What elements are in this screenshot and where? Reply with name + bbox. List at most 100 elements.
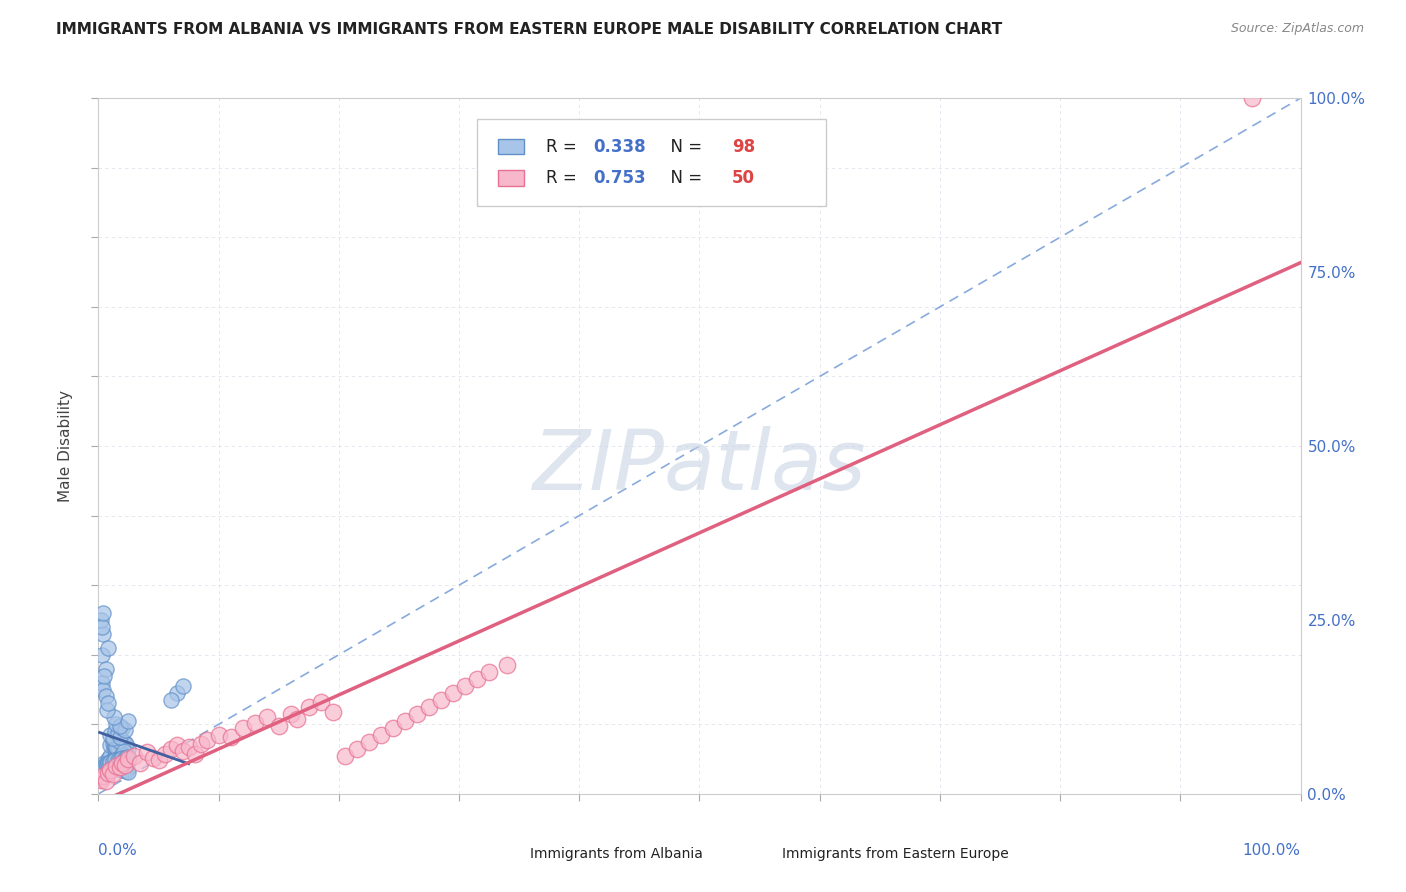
Point xyxy=(94,756,117,771)
Point xyxy=(183,747,205,761)
Point xyxy=(243,715,266,730)
Point xyxy=(117,756,139,771)
Point xyxy=(91,769,114,784)
Point xyxy=(105,761,128,775)
Point xyxy=(1241,91,1264,105)
Point xyxy=(195,732,218,747)
Point xyxy=(418,699,440,714)
Point xyxy=(108,750,131,764)
Y-axis label: Male Disability: Male Disability xyxy=(58,390,73,502)
Text: 0.753: 0.753 xyxy=(593,169,647,187)
Point xyxy=(112,744,135,758)
FancyBboxPatch shape xyxy=(754,847,778,862)
Point xyxy=(172,744,194,758)
Point xyxy=(114,723,136,737)
Point xyxy=(103,760,125,774)
Point xyxy=(110,747,132,761)
Point xyxy=(346,741,368,756)
Text: Immigrants from Albania: Immigrants from Albania xyxy=(530,847,703,862)
Point xyxy=(108,719,131,733)
Point xyxy=(114,738,136,752)
Point xyxy=(117,749,139,764)
Point xyxy=(114,746,136,760)
Text: R =: R = xyxy=(546,138,582,156)
Text: Source: ZipAtlas.com: Source: ZipAtlas.com xyxy=(1230,22,1364,36)
Point xyxy=(103,733,125,747)
Point xyxy=(159,693,181,707)
Point xyxy=(96,758,118,772)
Point xyxy=(107,753,129,767)
Point xyxy=(496,658,519,673)
Point xyxy=(91,648,114,662)
Point xyxy=(93,756,115,770)
Text: IMMIGRANTS FROM ALBANIA VS IMMIGRANTS FROM EASTERN EUROPE MALE DISABILITY CORREL: IMMIGRANTS FROM ALBANIA VS IMMIGRANTS FR… xyxy=(56,22,1002,37)
Point xyxy=(105,757,128,772)
Point xyxy=(108,735,131,749)
Point xyxy=(115,746,138,760)
Point xyxy=(232,721,254,735)
Point xyxy=(103,739,125,754)
Text: N =: N = xyxy=(659,169,707,187)
Point xyxy=(90,613,112,627)
Point xyxy=(108,752,131,766)
Point xyxy=(309,695,332,709)
Point xyxy=(370,728,392,742)
Point xyxy=(111,751,134,765)
Point xyxy=(114,757,136,772)
Point xyxy=(285,712,308,726)
Point xyxy=(166,738,188,752)
Point xyxy=(110,741,132,756)
Point xyxy=(107,737,129,751)
Point xyxy=(104,739,127,753)
Point xyxy=(108,747,131,762)
Point xyxy=(110,763,132,777)
Text: ZIPatlas: ZIPatlas xyxy=(533,426,866,508)
Point xyxy=(100,763,122,777)
Point xyxy=(100,755,122,769)
Point xyxy=(190,737,212,751)
Point xyxy=(101,731,124,746)
Point xyxy=(394,714,416,728)
Point xyxy=(465,672,488,686)
Point xyxy=(111,756,134,770)
Point xyxy=(101,754,124,768)
Point xyxy=(104,724,127,739)
FancyBboxPatch shape xyxy=(498,139,524,154)
Point xyxy=(117,742,139,756)
Point xyxy=(94,662,117,676)
Point xyxy=(97,697,120,711)
Point xyxy=(117,752,139,766)
Point xyxy=(91,682,114,697)
Point xyxy=(322,705,344,719)
Point xyxy=(104,753,127,767)
Point xyxy=(105,739,128,754)
Point xyxy=(108,730,131,744)
Point xyxy=(135,745,157,759)
Point xyxy=(105,717,128,731)
Point xyxy=(111,721,134,735)
Text: 50: 50 xyxy=(733,169,755,187)
Point xyxy=(110,753,132,767)
Point xyxy=(96,703,118,717)
Point xyxy=(103,710,125,724)
Point xyxy=(91,606,114,620)
Point xyxy=(117,714,139,728)
Point xyxy=(97,756,120,771)
Point xyxy=(267,719,290,733)
Point xyxy=(90,772,112,787)
Point xyxy=(111,754,134,768)
Point xyxy=(115,738,138,752)
Point xyxy=(107,752,129,766)
FancyBboxPatch shape xyxy=(477,119,825,206)
Point xyxy=(117,764,139,779)
Point xyxy=(93,668,115,682)
Point xyxy=(478,665,501,680)
Point xyxy=(100,728,122,742)
Point xyxy=(97,766,120,780)
Point xyxy=(159,741,181,756)
Point xyxy=(114,754,136,768)
Point xyxy=(101,736,124,750)
Point xyxy=(103,750,125,764)
Point xyxy=(107,741,129,756)
Point xyxy=(100,760,122,774)
